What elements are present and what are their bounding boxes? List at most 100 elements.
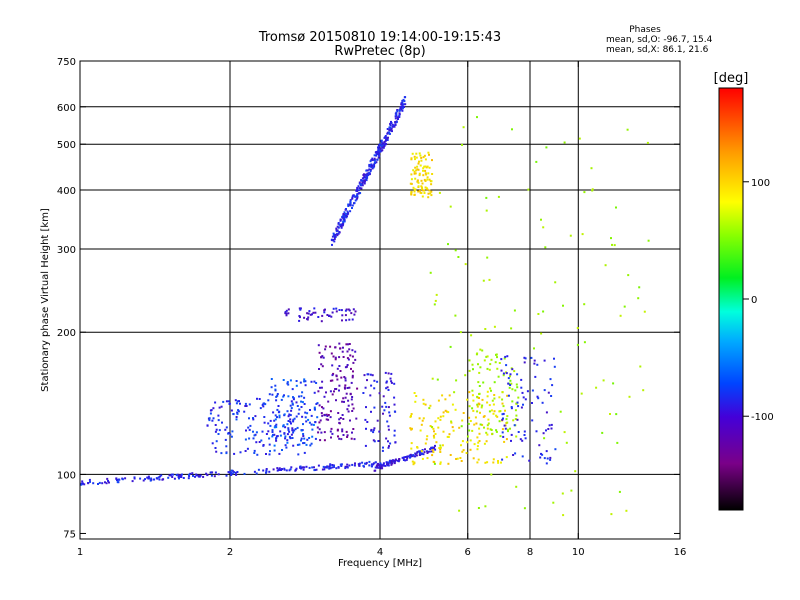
- x-axis-label: Frequency [MHz]: [338, 558, 422, 569]
- echo-point: [307, 312, 310, 315]
- echo-point: [563, 431, 566, 434]
- echo-point: [423, 451, 426, 454]
- echo-point: [439, 461, 442, 464]
- echo-point: [312, 311, 315, 314]
- echo-point: [352, 370, 354, 373]
- echo-point: [317, 431, 320, 434]
- echo-point: [436, 378, 439, 381]
- echo-point: [116, 479, 118, 481]
- echo-point: [435, 293, 438, 296]
- echo-point: [287, 415, 290, 418]
- echo-point: [506, 415, 509, 418]
- echo-point: [423, 189, 426, 192]
- echo-point: [345, 430, 348, 433]
- echo-point: [545, 450, 548, 453]
- echo-point: [354, 199, 357, 202]
- colorbar-gradient: [718, 87, 744, 511]
- echo-point: [255, 472, 258, 475]
- echo-point: [501, 431, 504, 434]
- echo-point: [331, 243, 333, 246]
- echo-point: [402, 103, 404, 106]
- echo-point: [372, 429, 375, 432]
- echo-point: [373, 163, 376, 166]
- echo-point: [410, 413, 413, 415]
- echo-point: [510, 407, 513, 410]
- echo-point: [298, 443, 301, 446]
- echo-point: [231, 472, 234, 475]
- echo-point: [270, 386, 273, 389]
- echo-point: [505, 372, 508, 375]
- echo-point: [429, 404, 432, 407]
- echo-point: [304, 411, 307, 414]
- echo-point: [344, 309, 347, 312]
- echo-point: [488, 368, 491, 371]
- echo-point: [231, 430, 234, 433]
- echo-point: [272, 468, 275, 471]
- echo-point: [317, 316, 320, 318]
- echo-point: [268, 393, 271, 396]
- echo-point: [351, 349, 354, 352]
- echo-point: [97, 483, 99, 485]
- echo-point: [299, 465, 302, 468]
- echo-point: [419, 154, 422, 157]
- echo-point: [378, 430, 381, 433]
- echo-point: [422, 189, 425, 192]
- echo-point: [422, 398, 425, 401]
- echo-point: [345, 214, 347, 217]
- echo-point: [295, 384, 298, 387]
- echo-point: [421, 195, 424, 198]
- echo-point: [278, 467, 281, 470]
- echo-point: [430, 447, 432, 450]
- echo-point: [625, 509, 628, 512]
- echo-point: [311, 435, 314, 438]
- echo-point: [370, 166, 373, 169]
- echo-point: [178, 477, 180, 480]
- echo-point: [317, 344, 320, 347]
- echo-point: [406, 457, 409, 459]
- echo-point: [375, 153, 378, 156]
- echo-point: [580, 392, 583, 395]
- echo-point: [404, 459, 407, 462]
- echo-point: [324, 345, 327, 348]
- echo-point: [422, 174, 425, 177]
- echo-point: [245, 429, 247, 432]
- echo-point: [354, 350, 357, 353]
- echo-point: [345, 343, 348, 346]
- echo-point: [531, 402, 533, 404]
- echo-point: [286, 433, 289, 436]
- echo-point: [214, 471, 217, 474]
- echo-point: [156, 477, 159, 480]
- echo-point: [423, 192, 426, 194]
- echo-point: [485, 440, 488, 443]
- echo-point: [319, 439, 322, 442]
- echo-point: [121, 478, 124, 481]
- echo-point: [583, 341, 586, 344]
- echo-point: [491, 399, 494, 402]
- echo-point: [411, 460, 414, 463]
- echo-point: [343, 218, 346, 221]
- echo-point: [284, 444, 287, 447]
- echo-point: [516, 386, 519, 389]
- echo-point: [373, 379, 376, 382]
- echo-point: [255, 441, 258, 444]
- echo-point: [347, 205, 350, 207]
- echo-point: [476, 116, 478, 119]
- echo-point: [332, 355, 335, 358]
- echo-point: [489, 363, 492, 366]
- echo-point: [421, 186, 423, 189]
- echo-point: [424, 403, 427, 406]
- echo-point: [320, 363, 323, 366]
- echo-point: [602, 379, 605, 382]
- echo-point: [346, 408, 349, 411]
- colorbar-tick-label: 0: [751, 295, 757, 306]
- echo-point: [293, 417, 296, 420]
- echo-point: [413, 193, 416, 196]
- echo-point: [421, 182, 424, 185]
- echo-point: [370, 465, 373, 468]
- echo-point: [474, 416, 477, 419]
- echo-point: [314, 311, 317, 314]
- echo-point: [450, 420, 453, 423]
- echo-point: [627, 274, 630, 277]
- echo-point: [472, 457, 475, 460]
- echo-point: [501, 458, 504, 461]
